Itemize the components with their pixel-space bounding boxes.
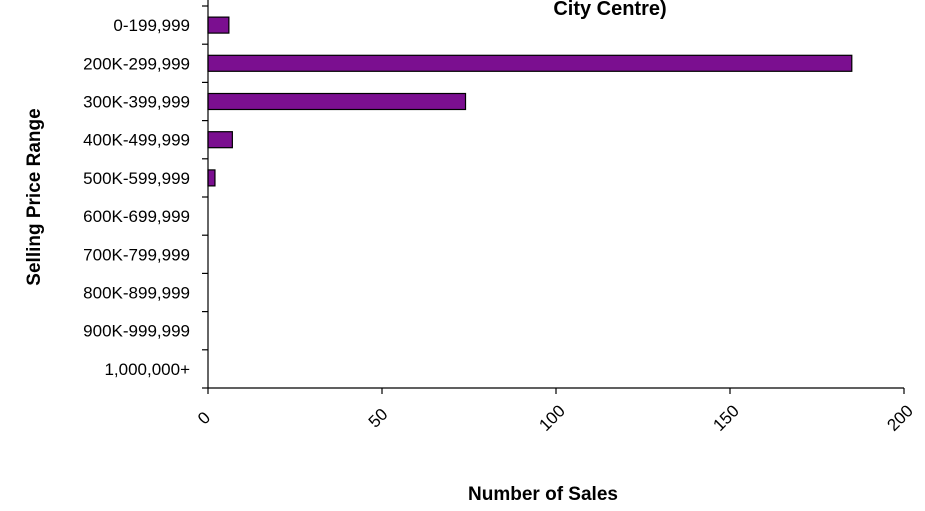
y-tick-label: 1,000,000+ xyxy=(104,360,190,379)
bar-2 xyxy=(207,92,467,111)
y-tick-label: 0-199,999 xyxy=(113,16,190,35)
chart-title: City Centre) xyxy=(553,0,666,20)
axes-group xyxy=(202,0,905,394)
y-tick-label: 600K-699,999 xyxy=(83,207,190,226)
x-tick-label: 100 xyxy=(535,401,568,434)
x-tick-label: 200 xyxy=(883,401,916,434)
bars-group xyxy=(207,16,853,187)
bar-0 xyxy=(207,16,230,34)
bar-4 xyxy=(207,169,216,187)
y-tick-label: 500K-599,999 xyxy=(83,169,190,188)
y-tick-label: 900K-999,999 xyxy=(83,322,190,341)
bar-3 xyxy=(207,131,233,149)
x-tick-label: 150 xyxy=(709,401,742,434)
y-tick-label: 300K-399,999 xyxy=(83,93,190,112)
x-tick-label: 0 xyxy=(194,408,214,428)
y-tick-label: 200K-299,999 xyxy=(83,54,190,73)
y-tick-labels: 0-199,999 200K-299,999 300K-399,999 400K-49… xyxy=(83,16,190,379)
x-axis-title: Number of Sales xyxy=(468,484,618,505)
y-axis-title: Selling Price Range xyxy=(24,108,45,285)
bar-1 xyxy=(207,54,853,72)
y-tick-label: 400K-499,999 xyxy=(83,131,190,150)
x-tick-labels: 0 50 100 150 200 xyxy=(194,401,917,434)
y-tick-label: 800K-899,999 xyxy=(83,284,190,303)
y-tick-label: 700K-799,999 xyxy=(83,245,190,264)
x-tick-label: 50 xyxy=(365,405,392,432)
